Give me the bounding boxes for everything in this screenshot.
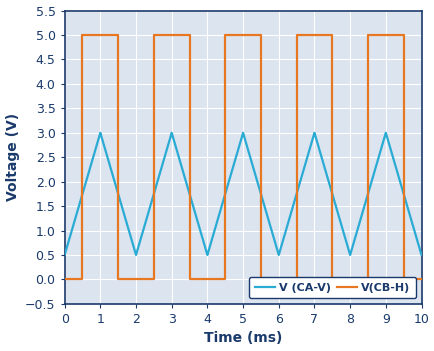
V(CB-H) [187, 33, 192, 37]
V(CB-H) [347, 277, 352, 282]
V(CB-H) [204, 277, 210, 282]
V(CB-H) [151, 33, 156, 37]
V (CA-V) [62, 253, 67, 257]
V(CB-H) [329, 277, 334, 282]
V(CB-H) [133, 277, 138, 282]
V(CB-H) [222, 277, 227, 282]
V(CB-H) [80, 33, 85, 37]
V(CB-H) [293, 33, 299, 37]
V (CA-V) [277, 247, 283, 251]
V(CB-H) [365, 33, 370, 37]
V(CB-H) [115, 277, 121, 282]
V(CB-H) [276, 277, 281, 282]
V(CB-H) [400, 277, 405, 282]
V(CB-H) [222, 33, 227, 37]
V(CB-H) [80, 33, 85, 37]
V(CB-H) [222, 33, 227, 37]
V(CB-H) [365, 33, 370, 37]
V(CB-H) [400, 277, 405, 282]
V(CB-H) [276, 277, 281, 282]
Line: V (CA-V): V (CA-V) [65, 133, 421, 255]
V(CB-H) [293, 33, 299, 37]
V (CA-V) [230, 164, 236, 168]
V (CA-V) [418, 253, 423, 257]
V(CB-H) [204, 277, 210, 282]
Legend: V (CA-V), V(CB-H): V (CA-V), V(CB-H) [249, 277, 415, 298]
V (CA-V) [395, 174, 400, 178]
V(CB-H) [329, 33, 334, 37]
V (CA-V) [151, 193, 156, 197]
V(CB-H) [187, 277, 192, 282]
V (CA-V) [290, 201, 296, 206]
V(CB-H) [115, 277, 121, 282]
V (CA-V) [382, 131, 388, 135]
V(CB-H) [418, 277, 423, 282]
V(CB-H) [329, 277, 334, 282]
V(CB-H) [151, 277, 156, 282]
V(CB-H) [258, 33, 263, 37]
V(CB-H) [80, 277, 85, 282]
V(CB-H) [187, 277, 192, 282]
Y-axis label: Voltage (V): Voltage (V) [6, 113, 20, 201]
V(CB-H) [400, 33, 405, 37]
V(CB-H) [115, 33, 121, 37]
V(CB-H) [133, 277, 138, 282]
V(CB-H) [258, 277, 263, 282]
V(CB-H) [151, 33, 156, 37]
V(CB-H) [347, 277, 352, 282]
V(CB-H) [258, 277, 263, 282]
V(CB-H) [365, 277, 370, 282]
X-axis label: Time (ms): Time (ms) [204, 331, 282, 345]
V (CA-V) [317, 150, 322, 154]
Line: V(CB-H): V(CB-H) [65, 35, 421, 279]
V(CB-H) [293, 277, 299, 282]
V(CB-H) [62, 277, 67, 282]
